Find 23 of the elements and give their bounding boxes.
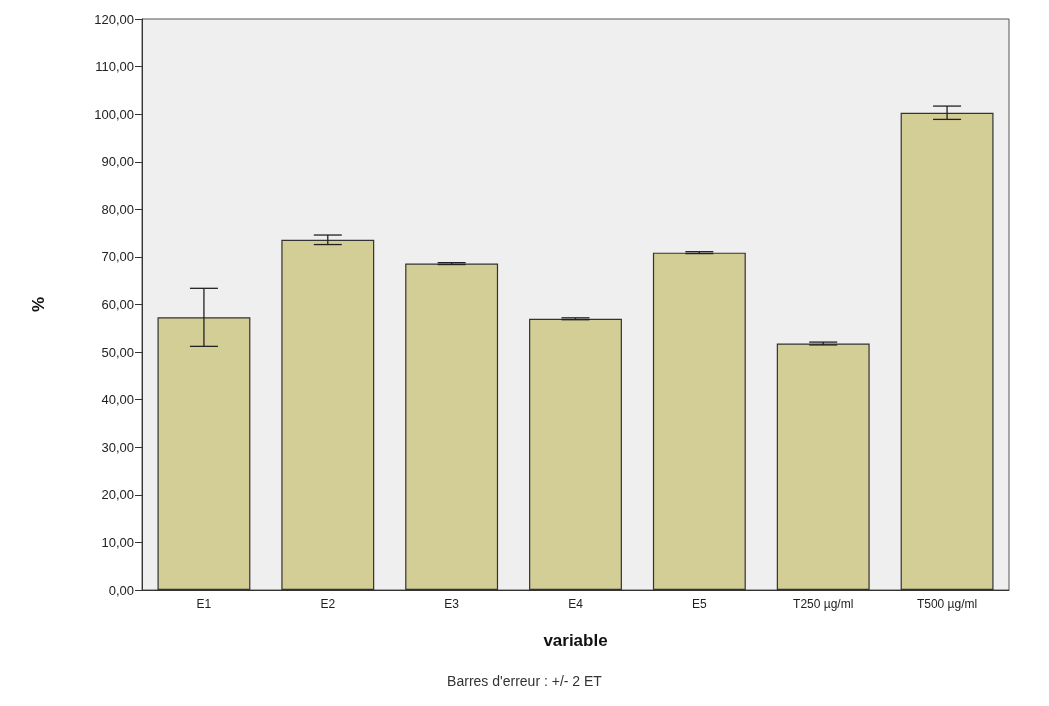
x-tick-label: T250 µg/ml (793, 597, 854, 611)
y-tick-label: 120,00 (94, 11, 134, 27)
x-tick-label: E5 (692, 597, 708, 611)
y-tick-label: 90,00 (101, 154, 134, 170)
x-tick-label: E4 (568, 597, 584, 611)
x-tick-label: E2 (320, 597, 336, 611)
x-tick-label: T500 µg/ml (916, 597, 978, 611)
y-tick-label: 100,00 (94, 106, 134, 122)
y-tick-label: 110,00 (95, 59, 134, 75)
text: Barres d'erreur : +/- 2 ET (447, 673, 603, 689)
y-tick-label: 30,00 (101, 439, 134, 455)
y-tick-label: 0,00 (108, 582, 134, 598)
x-tick-label: E3 (444, 597, 460, 611)
x-axis-title: variable (543, 631, 608, 650)
x-tick-label: E1 (196, 597, 212, 611)
y-tick-label: 20,00 (101, 487, 134, 503)
y-tick-label: 60,00 (101, 297, 134, 312)
y-tick-label: 80,00 (101, 201, 134, 217)
y-axis-title: % (29, 296, 48, 313)
y-tick-label: 40,00 (101, 392, 134, 408)
y-tick-label: 70,00 (101, 249, 134, 265)
y-tick-label: 50,00 (101, 344, 134, 360)
y-tick-label: 10,00 (101, 534, 134, 550)
